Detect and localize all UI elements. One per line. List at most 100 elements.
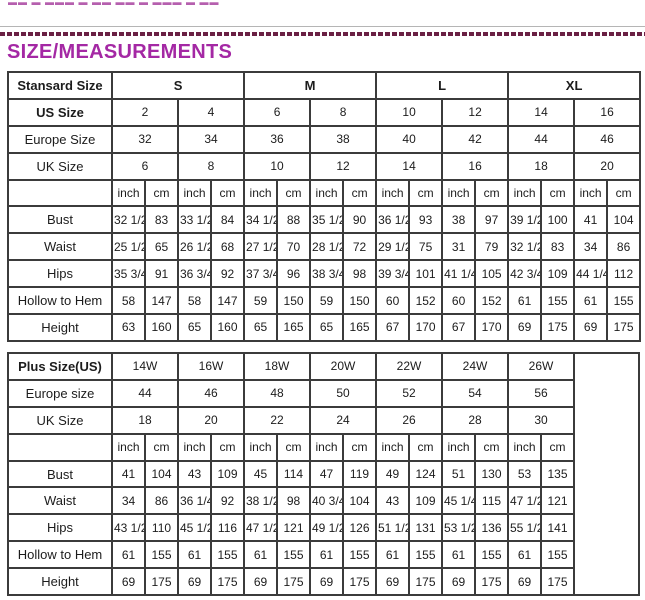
- row-label: Height: [7, 567, 113, 597]
- size-value-cell: 14: [375, 151, 444, 181]
- row-label: Hips: [7, 259, 113, 289]
- unit-header: inch: [375, 178, 411, 208]
- measurement-cell: 110: [144, 513, 179, 543]
- measurement-cell: 69: [309, 567, 344, 597]
- measurement-cell: 70: [276, 232, 312, 262]
- measurement-cell: 34: [111, 486, 146, 516]
- size-column-header: 24W: [441, 352, 509, 381]
- measurement-cell: 98: [342, 259, 378, 289]
- size-value-cell: 30: [507, 405, 575, 435]
- measurement-cell: 104: [144, 459, 179, 489]
- row-label: US Size: [7, 97, 113, 127]
- size-group-header: M: [243, 71, 378, 100]
- row-label: Bust: [7, 459, 113, 489]
- measurement-cell: 51 1/2: [375, 513, 410, 543]
- measurement-cell: 35 1/2: [309, 205, 345, 235]
- measurement-cell: 36 1/2: [375, 205, 411, 235]
- measurement-cell: 61: [441, 540, 476, 570]
- size-value-cell: 44: [111, 378, 179, 408]
- measurement-cell: 175: [144, 567, 179, 597]
- unit-header: inch: [243, 432, 278, 462]
- unit-header: cm: [540, 178, 576, 208]
- measurement-cell: 141: [540, 513, 575, 543]
- row-label: Hips: [7, 513, 113, 543]
- size-group-header: L: [375, 71, 510, 100]
- row-label: Waist: [7, 232, 113, 262]
- measurement-cell: 86: [144, 486, 179, 516]
- measurement-cell: 61: [111, 540, 146, 570]
- unit-header: cm: [144, 432, 179, 462]
- size-value-cell: 14: [507, 97, 576, 127]
- measurement-cell: 39 3/4: [375, 259, 411, 289]
- measurement-cell: 90: [342, 205, 378, 235]
- size-value-cell: 2: [111, 97, 179, 127]
- measurement-cell: 41: [573, 205, 609, 235]
- measurement-cell: 109: [210, 459, 245, 489]
- size-value-cell: 20: [573, 151, 642, 181]
- measurement-cell: 83: [144, 205, 179, 235]
- size-value-cell: 16: [573, 97, 642, 127]
- table-row: UK Size 6 8 10 12 14 16 18 20: [7, 151, 642, 181]
- size-value-cell: 18: [111, 405, 179, 435]
- measurement-cell: 115: [474, 486, 509, 516]
- measurement-cell: 101: [408, 259, 444, 289]
- measurement-cell: 88: [276, 205, 312, 235]
- measurement-cell: 69: [177, 567, 212, 597]
- measurement-cell: 119: [342, 459, 377, 489]
- measurement-cell: 65: [309, 313, 345, 342]
- measurement-cell: 59: [309, 286, 345, 316]
- measurement-cell: 44 1/4: [573, 259, 609, 289]
- measurement-cell: 61: [507, 286, 543, 316]
- size-value-cell: 4: [176, 97, 246, 127]
- measurement-cell: 34 1/2: [243, 205, 279, 235]
- measurement-cell: 35 3/4: [111, 259, 146, 289]
- measurement-cell: 65: [177, 313, 212, 342]
- measurement-cell: 38 1/2: [243, 486, 278, 516]
- size-value-cell: 46: [177, 378, 245, 408]
- size-value-cell: 28: [441, 405, 509, 435]
- measurement-cell: 175: [540, 313, 576, 342]
- measurement-cell: 43: [177, 459, 212, 489]
- measurement-cell: 170: [408, 313, 444, 342]
- size-value-cell: 48: [243, 378, 311, 408]
- size-value-cell: 16: [441, 151, 510, 181]
- unit-header: cm: [474, 432, 509, 462]
- measurement-cell: 92: [209, 259, 246, 289]
- measurement-cell: 112: [606, 259, 642, 289]
- measurement-cell: 69: [507, 567, 542, 597]
- unit-header: cm: [210, 432, 245, 462]
- row-label: UK Size: [7, 405, 113, 435]
- unit-header: cm: [342, 432, 377, 462]
- measurement-cell: 150: [276, 286, 312, 316]
- corner-header: Plus Size(US): [7, 352, 113, 381]
- measurement-cell: 60: [375, 286, 411, 316]
- table-row: inch cm inch cm inch cm inch cm inch cm inch cm inch…: [7, 432, 639, 462]
- measurement-cell: 124: [408, 459, 443, 489]
- measurement-cell: 116: [210, 513, 245, 543]
- clipped-text: ▬▬ ▬ ▬▬▬ ▬ ▬▬ ▬▬ ▬ ▬▬▬ ▬ ▬▬ ▬▬ ▬▬: [8, 0, 220, 5]
- measurement-cell: 100: [540, 205, 576, 235]
- size-column-header: 26W: [507, 352, 575, 381]
- measurement-cell: 109: [540, 259, 576, 289]
- measurement-cell: 104: [606, 205, 642, 235]
- divider-line: [0, 26, 645, 27]
- measurement-cell: 98: [276, 486, 311, 516]
- measurement-cell: 147: [209, 286, 246, 316]
- measurement-cell: 114: [276, 459, 311, 489]
- plus-size-table: Plus Size(US) 14W 16W 18W 20W 22W 24W 26W Europe…: [7, 351, 640, 597]
- measurement-cell: 69: [111, 567, 146, 597]
- measurement-cell: 47 1/2: [243, 513, 278, 543]
- row-label: Height: [7, 313, 113, 342]
- corner-header: Stansard Size: [7, 71, 113, 100]
- measurement-cell: 175: [474, 567, 509, 597]
- row-label: Hollow to Hem: [7, 540, 113, 570]
- measurement-cell: 53: [507, 459, 542, 489]
- measurement-cell: 97: [474, 205, 510, 235]
- table-row: Hollow to Hem 61 155 61 155 61 155 61 155 61 155 61…: [7, 540, 639, 570]
- unit-header: inch: [507, 432, 542, 462]
- measurement-cell: 121: [276, 513, 311, 543]
- measurement-cell: 109: [408, 486, 443, 516]
- measurement-cell: 155: [606, 286, 642, 316]
- size-value-cell: 44: [507, 124, 576, 154]
- measurement-cell: 26 1/2: [177, 232, 212, 262]
